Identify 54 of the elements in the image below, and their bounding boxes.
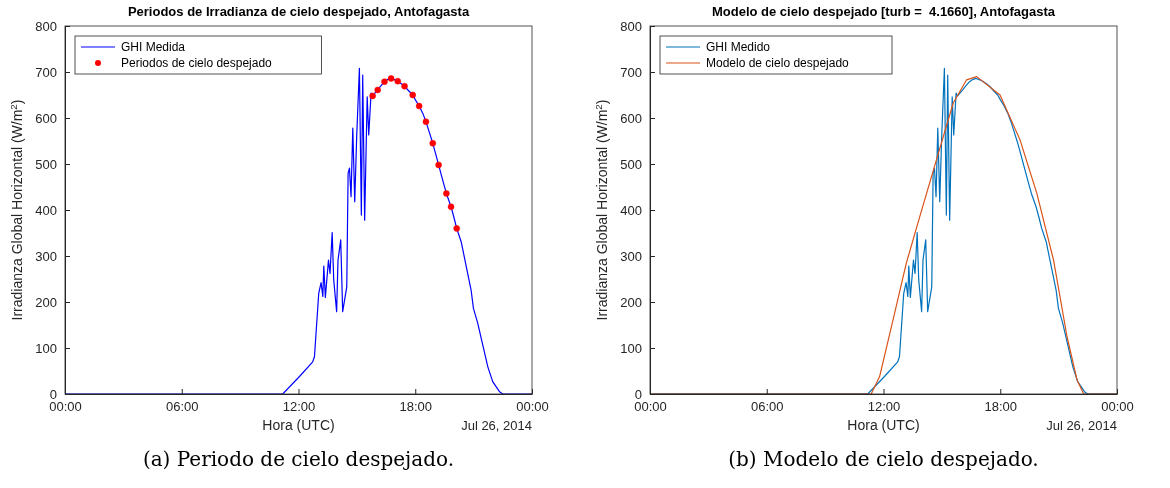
text: (b) Modelo de cielo despejado. bbox=[728, 447, 1039, 471]
y-tick-label: 400 bbox=[620, 202, 642, 218]
x-tick-label: 00:00 bbox=[49, 399, 82, 415]
y-tick-label: 800 bbox=[35, 18, 57, 34]
y-tick-label: 300 bbox=[35, 248, 57, 264]
x-tick-label: 06:00 bbox=[165, 399, 199, 415]
x-tick-label: 12:00 bbox=[867, 399, 901, 415]
y-tick-label: 300 bbox=[620, 248, 642, 264]
point bbox=[369, 92, 376, 100]
point bbox=[387, 75, 395, 82]
legend-label: GHI Medido bbox=[706, 40, 771, 54]
y-tick-label: 100 bbox=[35, 340, 57, 356]
point bbox=[401, 83, 408, 90]
y-tick-label: 500 bbox=[35, 156, 57, 172]
y-tick-label: 200 bbox=[35, 294, 57, 310]
y-tick-label: 200 bbox=[620, 294, 642, 310]
legend-label: Modelo de cielo despejado bbox=[706, 56, 850, 70]
point bbox=[374, 86, 381, 94]
point bbox=[453, 225, 460, 232]
x-axis-title: Hora (UTC) bbox=[847, 417, 920, 433]
legend-label: Periodos de cielo despejado bbox=[121, 56, 273, 70]
legend-label: GHI Medida bbox=[121, 40, 186, 54]
x-tick-label: 00:00 bbox=[634, 399, 667, 415]
point bbox=[381, 78, 388, 85]
point bbox=[415, 102, 423, 110]
y-tick-label: 100 bbox=[620, 340, 642, 356]
point bbox=[409, 91, 416, 99]
x-tick-label: 00:00 bbox=[516, 399, 549, 415]
text: Jul 26, 2014 bbox=[461, 418, 532, 433]
y-tick-label: 600 bbox=[620, 110, 642, 126]
point bbox=[447, 203, 455, 211]
chart-title: Modelo de cielo despejado [turb = 4.1660], Antofagasta bbox=[711, 4, 1056, 19]
point bbox=[422, 118, 430, 125]
y-tick-label: 700 bbox=[620, 64, 642, 80]
x-axis-title: Hora (UTC) bbox=[262, 417, 335, 433]
y-tick-label: 500 bbox=[620, 156, 642, 172]
point bbox=[394, 77, 401, 85]
x-tick-label: 06:00 bbox=[750, 399, 784, 415]
x-tick-label: 18:00 bbox=[984, 399, 1018, 415]
y-tick-label: 700 bbox=[35, 64, 57, 80]
y-tick-label: 0 bbox=[634, 386, 642, 402]
point bbox=[429, 140, 437, 147]
point bbox=[435, 161, 442, 169]
text: Jul 26, 2014 bbox=[1046, 418, 1117, 433]
y-tick-label: 600 bbox=[35, 110, 57, 126]
point bbox=[443, 190, 450, 197]
chart-title: Periodos de Irradianza de cielo despejado, Antofagasta bbox=[127, 4, 470, 19]
x-tick-label: 18:00 bbox=[399, 399, 433, 415]
y-tick-label: 0 bbox=[49, 386, 57, 402]
x-tick-label: 12:00 bbox=[282, 399, 316, 415]
x-tick-label: 00:00 bbox=[1101, 399, 1134, 415]
text: (a) Periodo de cielo despejado. bbox=[142, 447, 455, 471]
y-tick-label: 400 bbox=[35, 202, 57, 218]
y-tick-label: 800 bbox=[620, 18, 642, 34]
